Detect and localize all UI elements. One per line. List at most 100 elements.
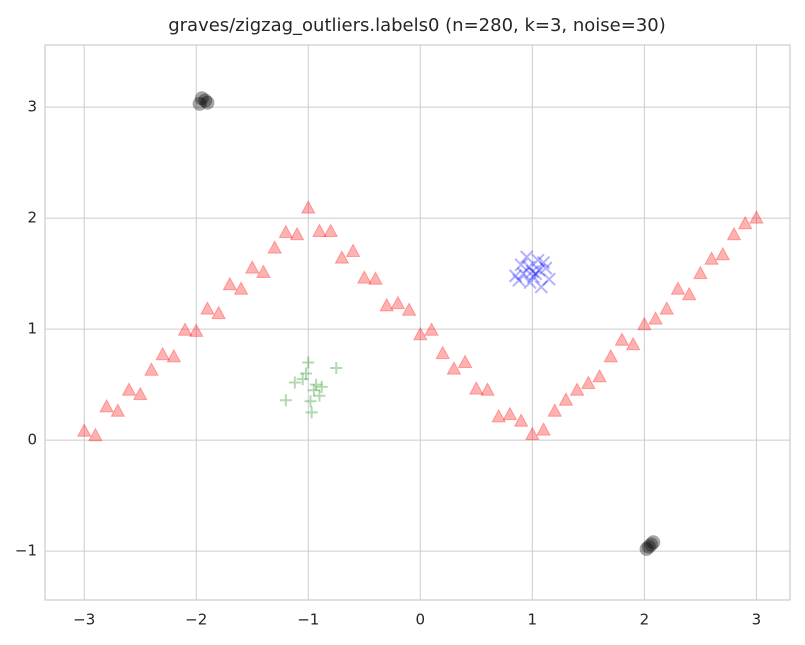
point bbox=[302, 356, 315, 369]
point bbox=[200, 95, 215, 110]
point bbox=[279, 394, 292, 407]
point bbox=[542, 272, 556, 286]
point bbox=[310, 378, 323, 391]
point bbox=[307, 384, 320, 397]
x-tick-label: −2 bbox=[185, 611, 207, 629]
point bbox=[390, 295, 406, 310]
point bbox=[233, 281, 249, 295]
point bbox=[289, 226, 305, 241]
frame bbox=[44, 44, 791, 601]
point bbox=[670, 281, 686, 295]
point bbox=[412, 326, 428, 341]
point bbox=[641, 539, 656, 554]
point bbox=[435, 345, 451, 360]
point bbox=[288, 376, 301, 389]
point bbox=[198, 93, 213, 108]
point bbox=[144, 362, 159, 376]
point bbox=[639, 541, 654, 556]
point bbox=[648, 311, 663, 325]
point bbox=[525, 264, 540, 279]
point bbox=[155, 346, 170, 361]
point bbox=[76, 423, 92, 437]
point bbox=[267, 240, 283, 254]
point bbox=[379, 297, 395, 312]
point bbox=[110, 403, 126, 417]
point bbox=[558, 392, 574, 406]
point bbox=[368, 271, 383, 285]
point bbox=[99, 398, 114, 413]
point bbox=[528, 266, 543, 281]
y-tick-label: 2 bbox=[27, 209, 37, 227]
point bbox=[424, 322, 439, 336]
point bbox=[304, 395, 317, 408]
point bbox=[300, 200, 316, 214]
point bbox=[726, 226, 742, 241]
point bbox=[192, 96, 207, 111]
y-tick-label: 1 bbox=[27, 320, 37, 338]
point bbox=[514, 258, 528, 272]
point bbox=[547, 403, 563, 417]
point bbox=[513, 413, 529, 427]
point bbox=[222, 276, 238, 291]
y-tick-label: −1 bbox=[15, 542, 37, 560]
point bbox=[491, 408, 507, 423]
point bbox=[581, 375, 596, 390]
point bbox=[300, 367, 313, 380]
point bbox=[603, 348, 619, 363]
plot-area bbox=[45, 45, 790, 600]
point bbox=[512, 273, 526, 288]
point bbox=[305, 406, 318, 419]
point bbox=[526, 270, 541, 284]
point bbox=[637, 316, 652, 331]
point bbox=[132, 386, 148, 401]
point bbox=[502, 406, 518, 421]
point bbox=[539, 261, 553, 275]
point bbox=[569, 382, 585, 396]
point bbox=[480, 382, 495, 396]
point bbox=[749, 210, 764, 224]
point bbox=[693, 265, 708, 280]
point bbox=[166, 348, 182, 363]
chart-title: graves/zigzag_outliers.labels0 (n=280, k… bbox=[168, 15, 666, 36]
point bbox=[313, 389, 326, 402]
point bbox=[315, 380, 328, 393]
x-tick-label: 0 bbox=[416, 611, 426, 629]
point bbox=[508, 269, 523, 283]
x-tick-label: 3 bbox=[752, 611, 762, 629]
point bbox=[211, 305, 226, 320]
point bbox=[737, 215, 753, 230]
point bbox=[188, 323, 204, 337]
point bbox=[356, 270, 372, 284]
point bbox=[278, 224, 294, 239]
point bbox=[523, 275, 537, 290]
point bbox=[401, 302, 417, 316]
point bbox=[522, 260, 536, 274]
point bbox=[534, 280, 549, 294]
point bbox=[121, 382, 137, 396]
point bbox=[334, 250, 350, 264]
x-tick-label: 1 bbox=[528, 611, 538, 629]
point bbox=[524, 426, 540, 441]
point bbox=[536, 422, 551, 436]
point bbox=[457, 354, 473, 368]
point bbox=[614, 332, 630, 346]
y-tick-label: 3 bbox=[27, 98, 37, 116]
point bbox=[532, 263, 546, 278]
point bbox=[256, 264, 271, 279]
point bbox=[177, 322, 193, 336]
point bbox=[468, 381, 484, 395]
point bbox=[323, 223, 339, 237]
point bbox=[646, 535, 661, 550]
x-tick-label: −3 bbox=[73, 611, 95, 629]
x-tick-label: 2 bbox=[640, 611, 650, 629]
point bbox=[194, 91, 209, 106]
point bbox=[330, 362, 343, 375]
x-tick-label: −1 bbox=[297, 611, 319, 629]
point bbox=[536, 255, 551, 270]
point bbox=[88, 427, 103, 442]
point bbox=[244, 260, 260, 274]
point bbox=[715, 246, 731, 261]
point bbox=[644, 537, 659, 552]
